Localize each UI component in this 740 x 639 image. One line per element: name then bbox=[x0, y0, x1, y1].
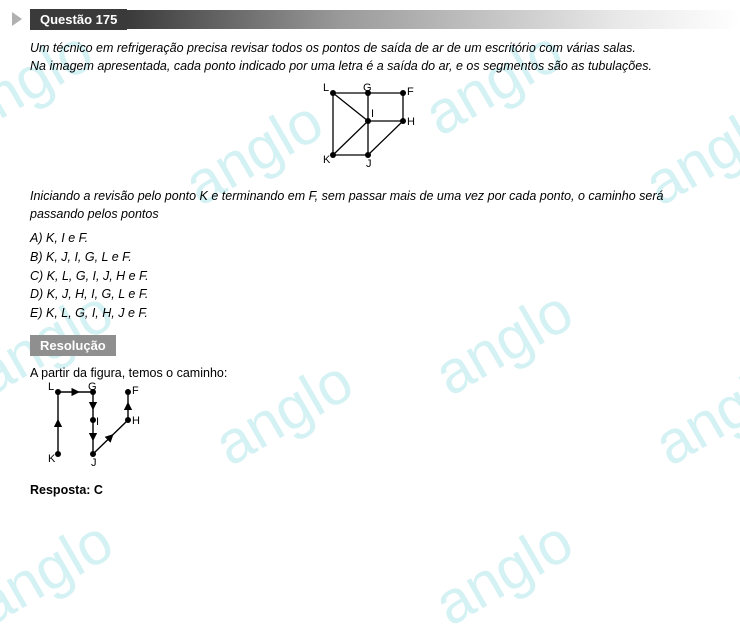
option-b: B) K, J, I, G, L e F. bbox=[30, 248, 712, 267]
svg-text:H: H bbox=[407, 116, 415, 128]
header-gradient bbox=[126, 10, 740, 29]
svg-text:K: K bbox=[48, 453, 56, 465]
option-d: D) K, J, H, I, G, L e F. bbox=[30, 285, 712, 304]
svg-text:K: K bbox=[323, 154, 331, 166]
svg-text:F: F bbox=[407, 86, 414, 98]
question-label: Questão 175 bbox=[30, 9, 127, 30]
svg-text:L: L bbox=[48, 382, 54, 393]
svg-text:J: J bbox=[91, 457, 97, 469]
svg-text:I: I bbox=[96, 416, 99, 428]
svg-text:F: F bbox=[132, 385, 139, 397]
svg-text:I: I bbox=[371, 108, 374, 120]
intro-line1: Um técnico em refrigeração precisa revis… bbox=[30, 41, 636, 55]
answer-text: Resposta: C bbox=[30, 483, 712, 497]
svg-text:H: H bbox=[132, 415, 140, 427]
intro-line2: Na imagem apresentada, cada ponto indica… bbox=[30, 59, 652, 73]
header-triangle-icon bbox=[12, 12, 22, 26]
diagram-2: L G F I H K J bbox=[48, 382, 712, 477]
svg-text:J: J bbox=[366, 158, 372, 170]
svg-text:G: G bbox=[363, 83, 372, 94]
intro-text: Um técnico em refrigeração precisa revis… bbox=[30, 40, 712, 75]
option-e: E) K, L, G, I, H, J e F. bbox=[30, 304, 712, 323]
options-list: A) K, I e F. B) K, J, I, G, L e F. C) K,… bbox=[30, 229, 712, 323]
question-header: Questão 175 bbox=[12, 8, 740, 30]
resolution-text: A partir da figura, temos o caminho: bbox=[30, 366, 712, 380]
svg-text:G: G bbox=[88, 382, 97, 393]
option-a: A) K, I e F. bbox=[30, 229, 712, 248]
resolution-label: Resolução bbox=[30, 335, 116, 356]
question-text: Iniciando a revisão pelo ponto K e termi… bbox=[30, 188, 712, 223]
svg-text:L: L bbox=[323, 83, 329, 94]
option-c: C) K, L, G, I, J, H e F. bbox=[30, 267, 712, 286]
diagram-1: L G F I H K J bbox=[30, 83, 712, 178]
